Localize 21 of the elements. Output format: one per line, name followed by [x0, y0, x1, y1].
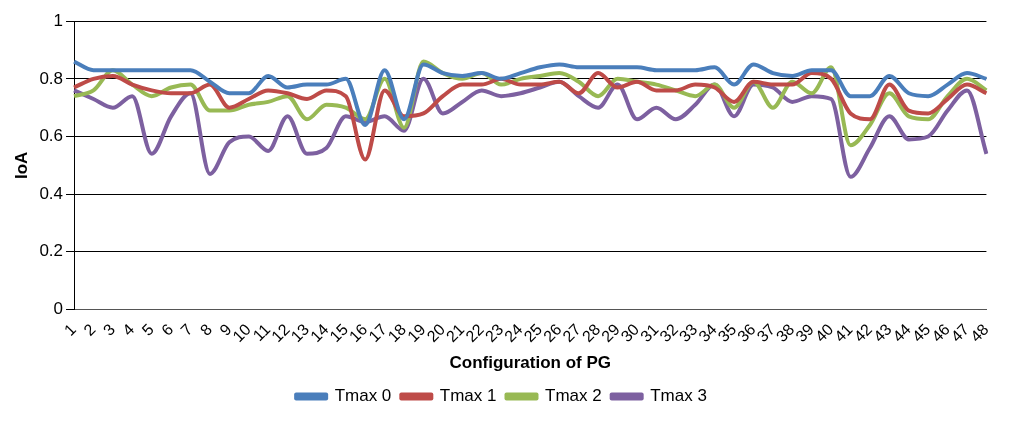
legend-label: Tmax 3	[650, 386, 707, 406]
x-tick-label: 8	[196, 320, 216, 339]
x-tick-label: 5	[138, 320, 157, 339]
y-tick-label: 0.8	[39, 68, 64, 88]
y-tick-label: 0.6	[39, 126, 64, 146]
x-tick-label: 4	[119, 320, 138, 339]
y-tick-label: 0.2	[39, 241, 64, 261]
legend-label: Tmax 2	[545, 386, 602, 406]
x-tick-label: 2	[80, 320, 99, 339]
legend-label: Tmax 1	[439, 386, 497, 406]
legend-label: Tmax 0	[334, 386, 392, 406]
x-tick-label: 48	[967, 320, 992, 346]
x-tick-label: 9	[216, 320, 235, 339]
x-tick-label: 3	[99, 320, 119, 339]
y-tick-label: 0.4	[39, 183, 64, 203]
y-axis-title: IoA	[11, 151, 31, 180]
y-tick-label: 0	[53, 299, 64, 319]
x-tick-label: 6	[158, 320, 177, 339]
y-tick-label: 1	[53, 10, 64, 30]
x-axis-title: Configuration of PG	[449, 353, 611, 373]
x-tick-label: 7	[177, 320, 196, 339]
